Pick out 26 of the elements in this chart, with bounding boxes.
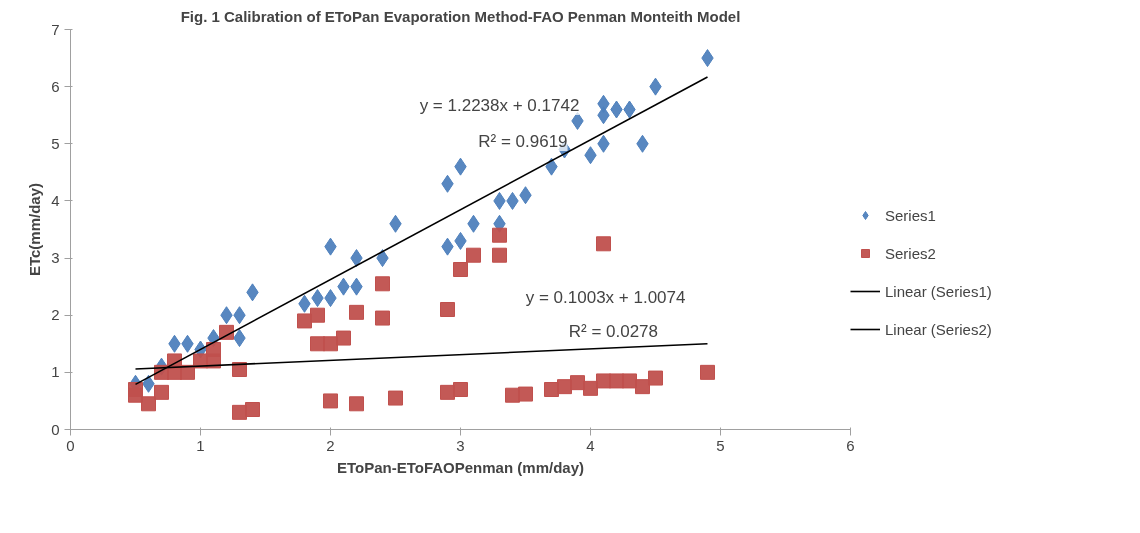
y-tick-label: 7 [51, 20, 60, 38]
y-axis-title: ETc(mm/day) [26, 182, 44, 277]
legend-label: Linear (Series2) [885, 320, 992, 338]
chart-title: Fig. 1 Calibration of EToPan Evaporation Method-FAO Penman Monteith Model [180, 7, 741, 25]
x-axis-title: EToPan-EToFAOPenman (mm/day) [337, 458, 584, 476]
y-tick-label: 2 [51, 306, 60, 324]
y-tick-label: 3 [51, 249, 60, 267]
y-tick-label: 5 [51, 134, 60, 152]
x-tick-label: 4 [586, 436, 595, 454]
legend-label: Series1 [885, 206, 936, 224]
y-tick-label: 4 [51, 191, 60, 209]
annotation: R² = 0.0278 [568, 322, 659, 341]
annotation: y = 1.2238x + 0.1742 [419, 96, 580, 115]
y-tick-label: 0 [51, 420, 60, 438]
x-tick-label: 1 [196, 436, 205, 454]
x-tick-label: 3 [456, 436, 465, 454]
y-tick-label: 6 [51, 77, 60, 95]
x-tick-label: 6 [846, 436, 855, 454]
annotation: y = 0.1003x + 1.0074 [525, 288, 686, 307]
x-tick-label: 5 [716, 436, 725, 454]
x-tick-label: 0 [66, 436, 75, 454]
y-tick-label: 1 [51, 363, 60, 381]
legend-label: Linear (Series1) [885, 282, 992, 300]
annotation: R² = 0.9619 [478, 132, 568, 151]
x-tick-label: 2 [326, 436, 335, 454]
legend-label: Series2 [885, 244, 936, 262]
